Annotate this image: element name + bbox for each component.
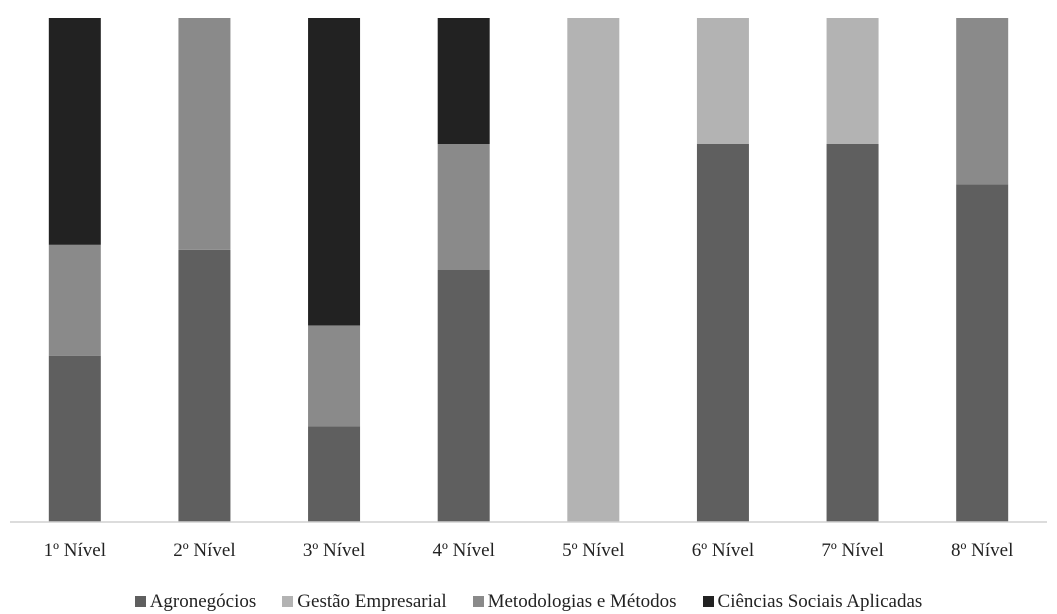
bar-segment-3-series-3	[308, 325, 361, 427]
bar-segment-1-series-1	[48, 355, 101, 522]
bar-segment-1-series-4	[48, 18, 101, 245]
legend-swatch	[282, 596, 294, 607]
bar-segment-2-series-1	[178, 249, 231, 522]
legend-swatch	[702, 596, 714, 607]
legend-label: Agronegócios	[149, 590, 257, 612]
legend-item: Agronegócios	[134, 589, 257, 614]
bar-segment-4-series-4	[437, 18, 490, 144]
legend-item: Gestão Empresarial	[282, 589, 447, 614]
bar-segment-4-series-3	[437, 144, 490, 270]
bar-segment-4-series-1	[437, 270, 490, 522]
x-tick-label: 5º Nível	[562, 540, 624, 561]
legend-label: Ciências Sociais Aplicadas	[717, 590, 923, 612]
bar-segment-7-series-1	[826, 144, 879, 522]
legend: Agronegócios Gestão Empresarial Metodologi…	[0, 589, 1057, 614]
x-tick-labels: 1º Nível 2º Nível 3º Nível 4º Nível 5º Nível…	[44, 540, 1014, 561]
bar-segment-8-series-1	[956, 184, 1009, 522]
legend-label: Metodologias e Métodos	[487, 590, 677, 612]
bar-segment-3-series-4	[308, 18, 361, 326]
legend-item: Metodologias e Métodos	[472, 589, 677, 614]
x-tick-label: 4º Nível	[433, 540, 495, 561]
stacked-bar-chart: 1º Nível 2º Nível 3º Nível 4º Nível 5º Nível…	[10, 18, 1047, 561]
x-tick-label: 3º Nível	[303, 540, 365, 561]
x-tick-label: 2º Nível	[173, 540, 235, 561]
bar-segment-7-series-2	[826, 18, 879, 144]
x-tick-label: 8º Nível	[951, 540, 1013, 561]
bar-segment-5-series-2	[567, 18, 620, 522]
x-tick-label: 6º Nível	[692, 540, 754, 561]
bar-segment-2-series-3	[178, 18, 231, 250]
bars-group	[48, 18, 1009, 522]
x-tick-label: 7º Nível	[821, 540, 883, 561]
legend-item: Ciências Sociais Aplicadas	[702, 589, 923, 614]
bar-segment-3-series-1	[308, 426, 361, 522]
x-tick-label: 1º Nível	[44, 540, 106, 561]
bar-segment-6-series-2	[696, 18, 749, 144]
legend-swatch	[472, 596, 484, 607]
legend-swatch	[134, 596, 146, 607]
bar-segment-8-series-3	[956, 18, 1009, 185]
bar-segment-1-series-3	[48, 244, 101, 356]
bar-segment-6-series-1	[696, 144, 749, 522]
legend-label: Gestão Empresarial	[297, 590, 447, 612]
